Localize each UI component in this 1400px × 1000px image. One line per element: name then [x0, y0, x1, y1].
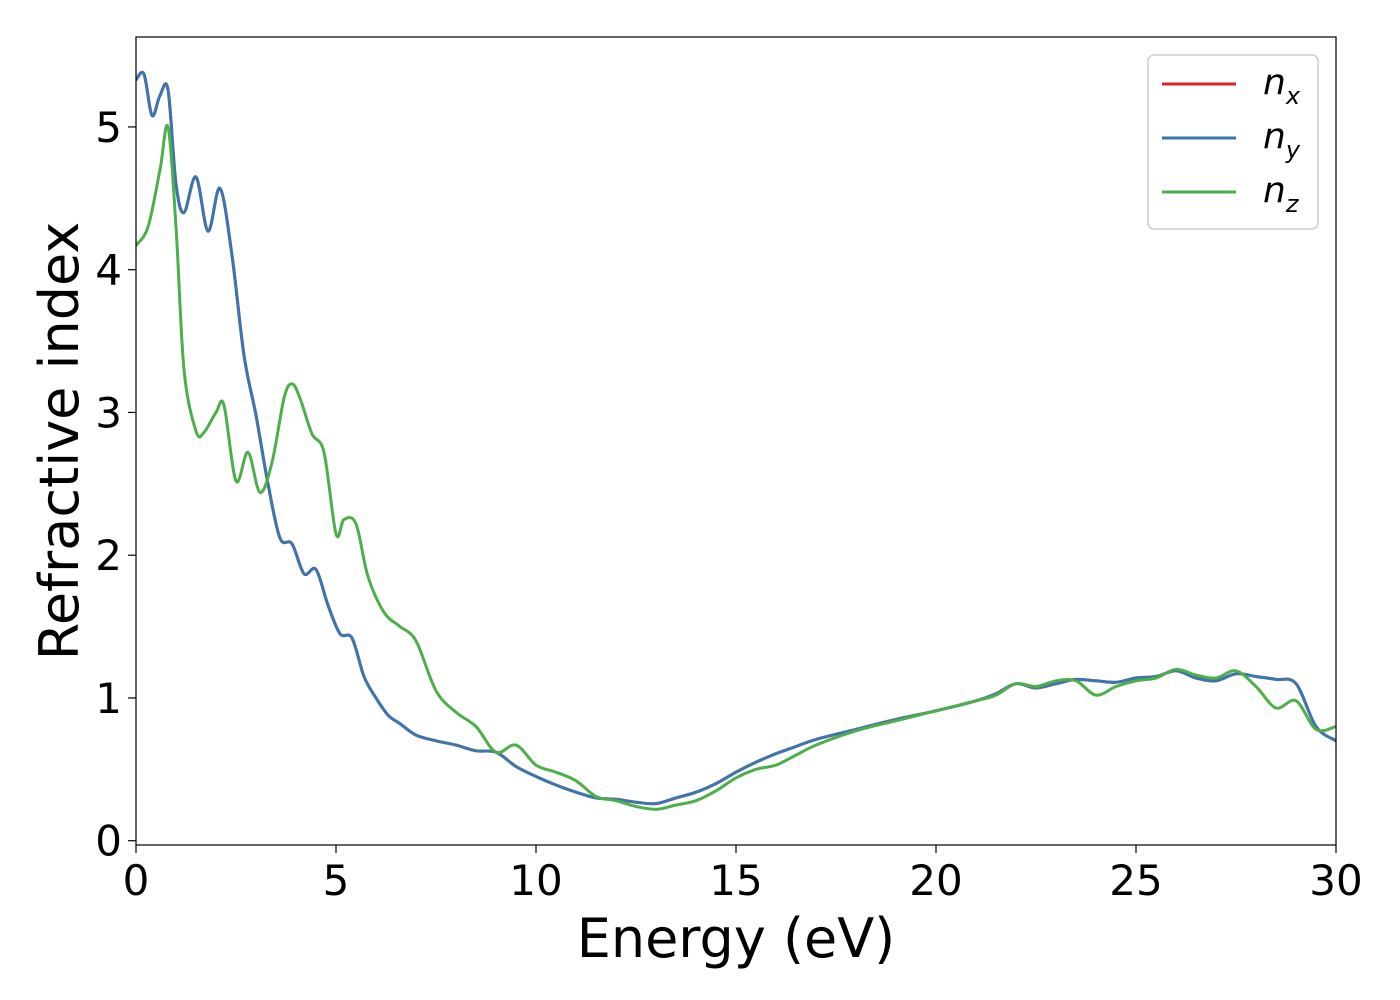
axis-ticks: 0 5 10 15 20 25 30 0 1 2 3 4 5 — [95, 103, 1362, 905]
legend-label: nz — [1263, 170, 1300, 218]
y-tick-label: 1 — [95, 674, 122, 723]
x-tick-label: 30 — [1309, 856, 1362, 905]
x-axis-label: Energy (eV) — [577, 907, 896, 970]
y-tick-label: 3 — [95, 388, 122, 437]
y-tick-label: 4 — [95, 246, 122, 295]
legend-label: ny — [1263, 116, 1301, 164]
series-line-ny — [136, 70, 1336, 806]
legend: nx ny nz — [1147, 54, 1319, 230]
x-tick-label: 5 — [323, 856, 350, 905]
x-tick-label: 25 — [1109, 856, 1162, 905]
series-line-nz — [136, 123, 1336, 811]
x-tick-label: 10 — [509, 856, 562, 905]
legend-box — [1147, 54, 1319, 230]
plot-area — [136, 70, 1336, 811]
legend-label: nx — [1263, 62, 1301, 110]
x-tick-label: 0 — [123, 856, 150, 905]
y-tick-label: 5 — [95, 103, 122, 152]
x-tick-label: 15 — [709, 856, 762, 905]
y-axis-label: Refractive index — [28, 222, 91, 661]
y-tick-label: 0 — [95, 817, 122, 866]
plot-frame — [135, 36, 1337, 846]
y-tick-label: 2 — [95, 531, 122, 580]
x-tick-label: 20 — [909, 856, 962, 905]
